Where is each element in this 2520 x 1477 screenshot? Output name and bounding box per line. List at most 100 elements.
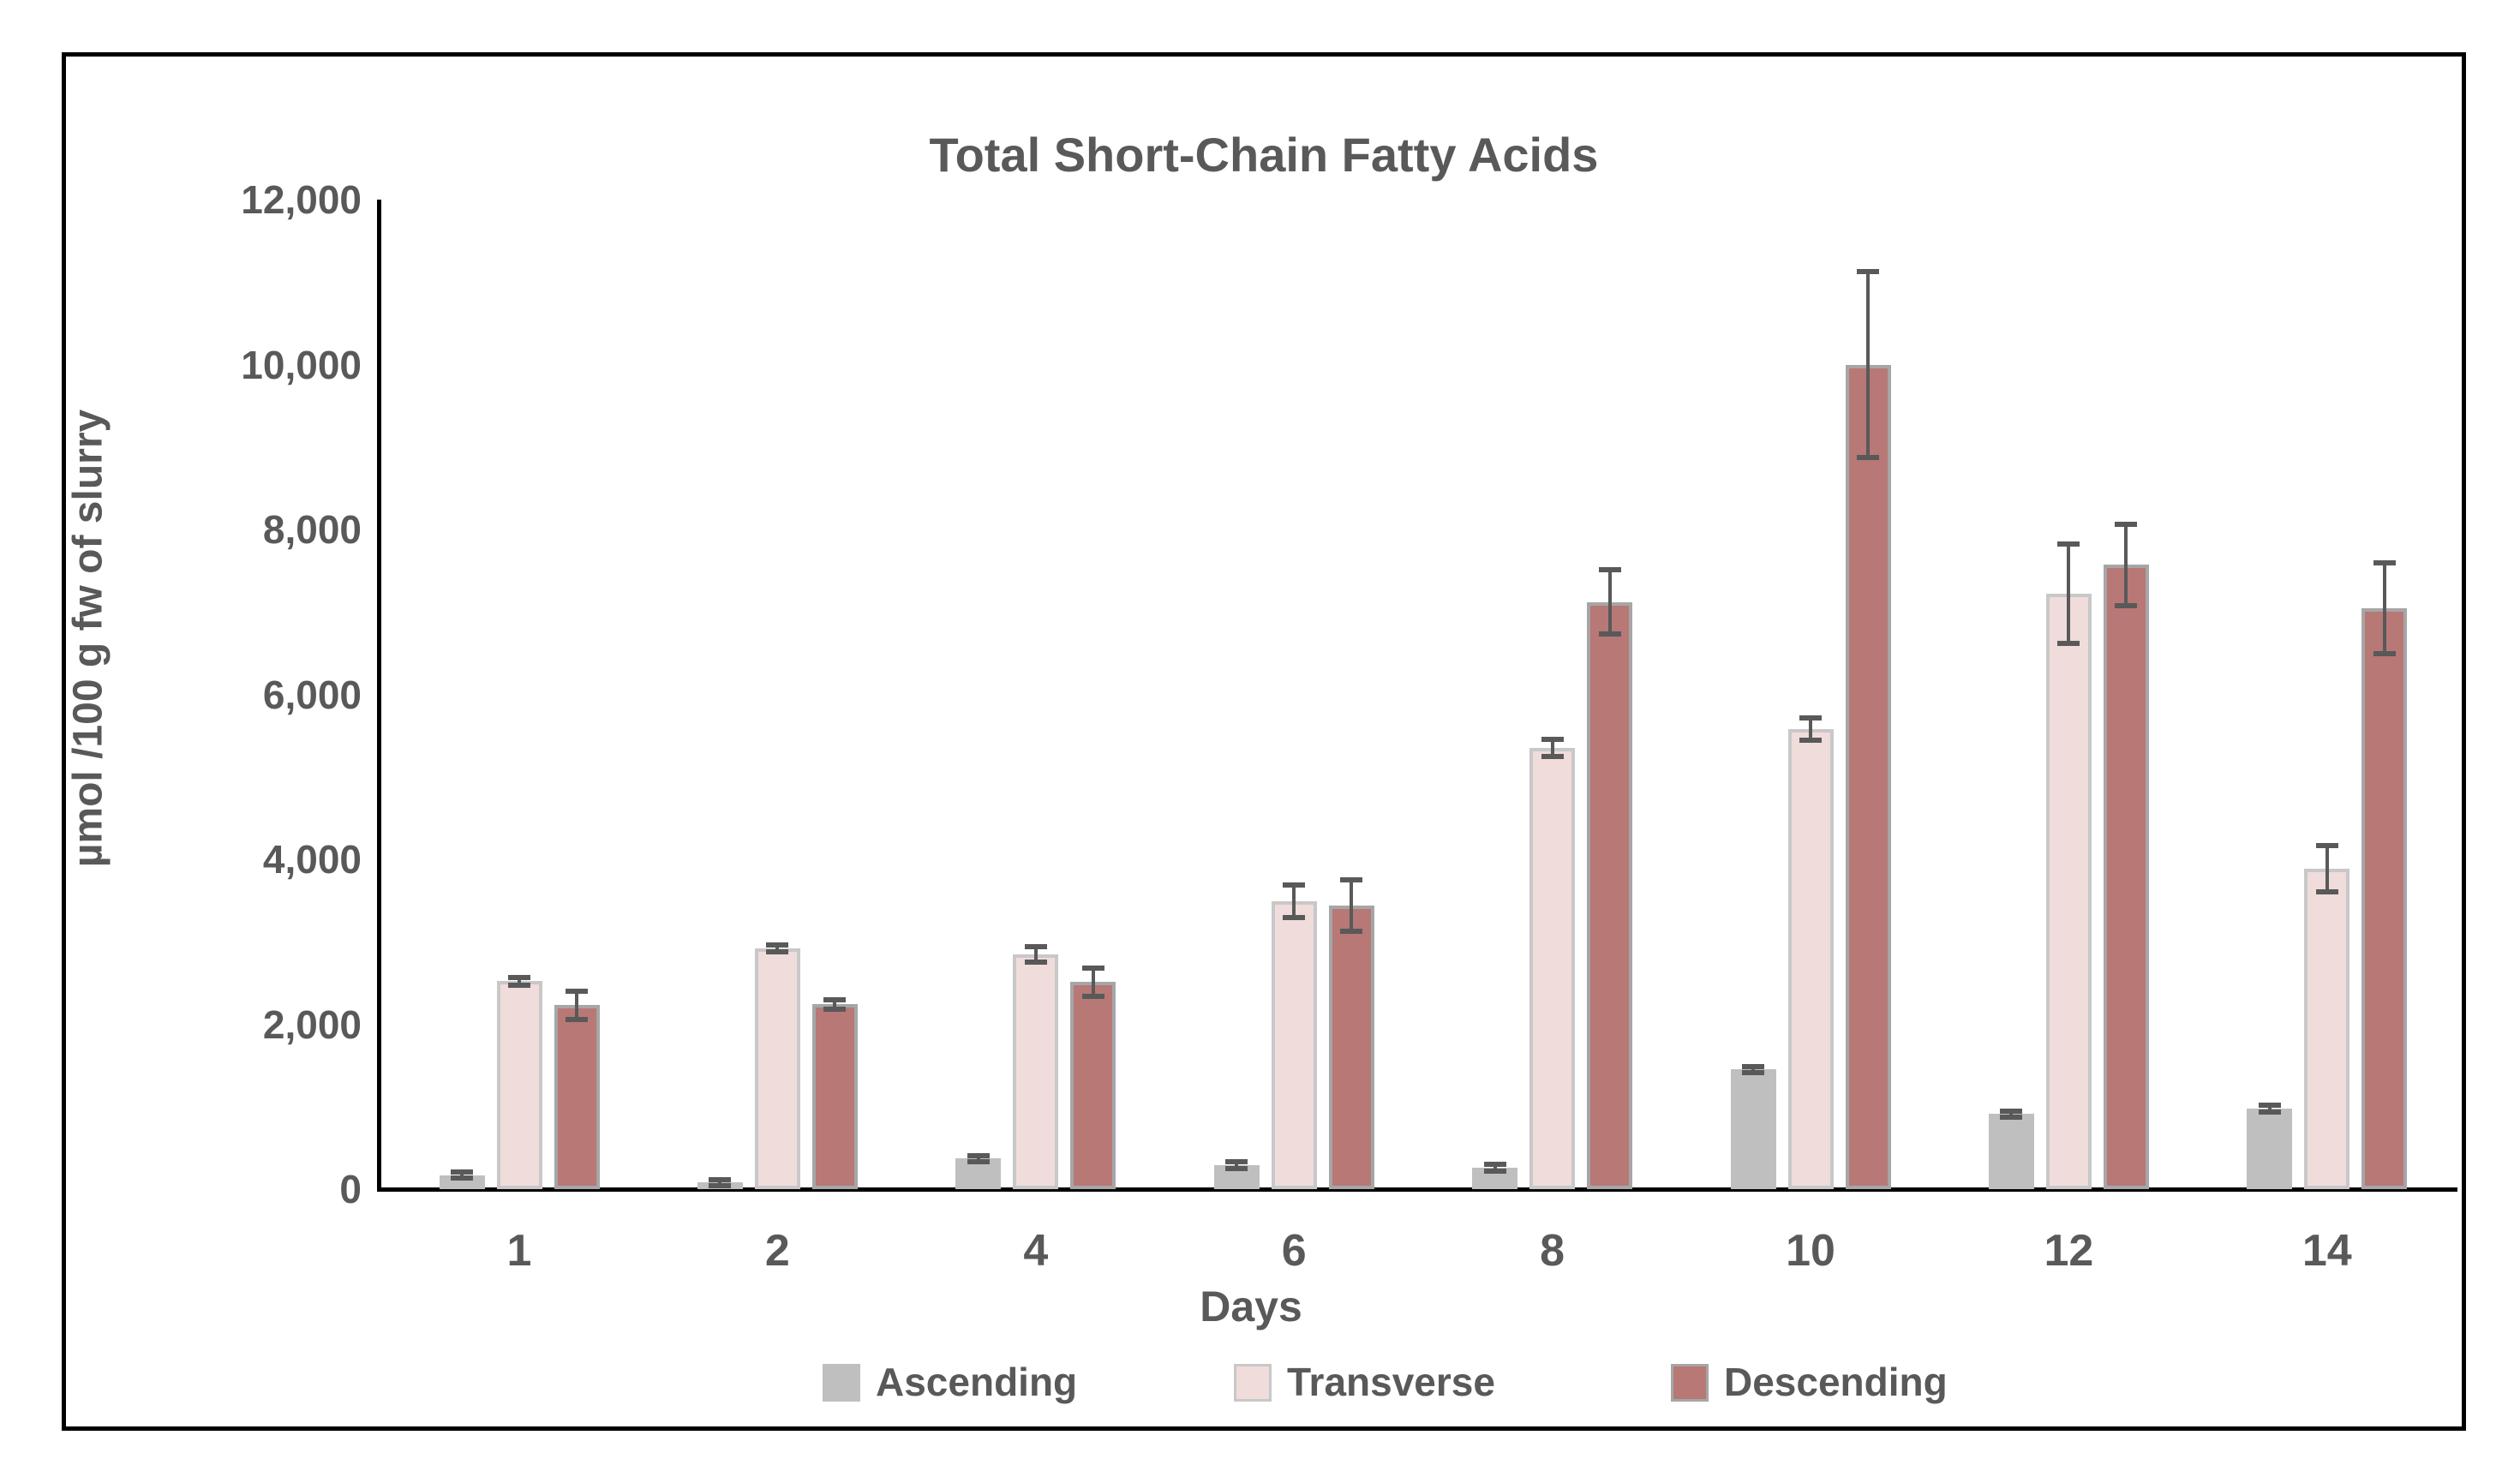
error-bar-stem-ascending-day-10 — [1751, 1066, 1755, 1073]
error-bar-cap-top-transverse-day-8 — [1541, 737, 1564, 743]
legend-swatch-ascending — [823, 1364, 860, 1402]
error-bar-stem-ascending-day-1 — [460, 1172, 464, 1178]
y-axis-tick-label-8000: 8,000 — [262, 507, 362, 552]
bar-ascending-day-1 — [439, 1175, 485, 1189]
error-bar-stem-transverse-day-6 — [1292, 884, 1296, 918]
error-bar-cap-bottom-descending-day-10 — [1857, 455, 1879, 461]
error-bar-cap-top-descending-day-10 — [1857, 268, 1879, 274]
error-bar-cap-top-ascending-day-6 — [1225, 1159, 1248, 1165]
error-bar-cap-top-descending-day-2 — [823, 996, 847, 1002]
error-bar-stem-ascending-day-14 — [2267, 1104, 2272, 1112]
bar-descending-day-4 — [1070, 982, 1116, 1189]
error-bar-cap-bottom-transverse-day-8 — [1541, 753, 1564, 759]
bar-transverse-day-8 — [1529, 748, 1576, 1189]
x-axis-title: Days — [1200, 1283, 1302, 1330]
error-bar-stem-descending-day-14 — [2382, 563, 2386, 655]
error-bar-cap-bottom-ascending-day-8 — [1483, 1168, 1506, 1174]
error-bar-cap-top-transverse-day-6 — [1283, 882, 1306, 888]
bar-transverse-day-2 — [754, 948, 800, 1189]
error-bar-cap-bottom-transverse-day-10 — [1799, 737, 1822, 743]
bar-transverse-day-10 — [1787, 728, 1834, 1189]
error-bar-cap-bottom-ascending-day-6 — [1225, 1165, 1248, 1171]
error-bar-cap-top-ascending-day-8 — [1483, 1162, 1506, 1168]
error-bar-cap-bottom-ascending-day-14 — [2258, 1109, 2281, 1115]
error-bar-cap-top-ascending-day-14 — [2258, 1102, 2281, 1108]
bar-transverse-day-12 — [2045, 594, 2092, 1189]
bar-transverse-day-1 — [496, 981, 542, 1189]
error-bar-cap-top-descending-day-4 — [1081, 965, 1104, 971]
x-axis-tick-label-day-10: 10 — [1786, 1226, 1835, 1276]
error-bar-cap-top-descending-day-6 — [1340, 877, 1363, 883]
error-bar-stem-descending-day-4 — [1091, 967, 1095, 997]
x-axis-tick-label-day-1: 1 — [506, 1226, 532, 1276]
bar-transverse-day-4 — [1013, 954, 1059, 1189]
error-bar-cap-top-ascending-day-12 — [2000, 1108, 2023, 1114]
legend-swatch-transverse — [1234, 1364, 1272, 1402]
x-axis-tick-label-day-4: 4 — [1023, 1226, 1049, 1276]
legend-label-ascending: Ascending — [876, 1360, 1078, 1404]
error-bar-cap-bottom-ascending-day-4 — [967, 1159, 990, 1165]
y-axis-tick-label-6000: 6,000 — [262, 672, 362, 717]
error-bar-stem-transverse-day-12 — [2067, 544, 2071, 643]
error-bar-cap-bottom-descending-day-4 — [1081, 994, 1104, 1000]
bar-descending-day-2 — [811, 1004, 858, 1189]
bar-descending-day-14 — [2361, 608, 2408, 1189]
x-axis-tick-label-day-14: 14 — [2302, 1226, 2352, 1276]
bar-descending-day-8 — [1587, 601, 1633, 1189]
error-bar-cap-bottom-descending-day-2 — [823, 1007, 847, 1013]
error-bar-cap-bottom-transverse-day-1 — [508, 983, 530, 989]
error-bar-cap-bottom-descending-day-12 — [2115, 602, 2138, 608]
x-axis-tick-label-day-2: 2 — [764, 1226, 790, 1276]
x-axis-line — [377, 1187, 2457, 1192]
legend-label-descending: Descending — [1724, 1360, 1948, 1404]
error-bar-cap-bottom-descending-day-14 — [2373, 651, 2396, 657]
error-bar-cap-bottom-descending-day-8 — [1598, 631, 1621, 637]
error-bar-cap-bottom-transverse-day-4 — [1024, 959, 1047, 965]
y-axis-tick-label-4000: 4,000 — [262, 837, 362, 882]
error-bar-cap-bottom-ascending-day-10 — [1742, 1070, 1764, 1076]
error-bar-cap-top-descending-day-12 — [2115, 522, 2138, 528]
y-axis-tick-label-12000: 12,000 — [241, 177, 362, 222]
error-bar-stem-descending-day-6 — [1350, 880, 1354, 931]
error-bar-cap-top-descending-day-14 — [2373, 560, 2396, 566]
error-bar-cap-bottom-transverse-day-2 — [766, 949, 789, 955]
error-bar-cap-bottom-transverse-day-12 — [2057, 640, 2080, 646]
error-bar-stem-transverse-day-14 — [2325, 845, 2329, 892]
error-bar-stem-transverse-day-2 — [775, 944, 780, 953]
error-bar-cap-top-transverse-day-10 — [1799, 715, 1822, 721]
error-bar-cap-bottom-transverse-day-14 — [2315, 888, 2338, 894]
error-bar-stem-ascending-day-6 — [1235, 1162, 1239, 1169]
bar-ascending-day-12 — [1988, 1114, 2034, 1189]
bar-descending-day-12 — [2103, 565, 2149, 1189]
y-axis-tick-label-2000: 2,000 — [262, 1002, 362, 1047]
error-bar-cap-bottom-ascending-day-2 — [709, 1182, 732, 1188]
error-bar-cap-top-transverse-day-14 — [2315, 842, 2338, 848]
error-bar-cap-bottom-transverse-day-6 — [1283, 915, 1306, 921]
chart-title: Total Short-Chain Fatty Acids — [929, 128, 1599, 182]
error-bar-cap-bottom-descending-day-1 — [566, 1016, 588, 1022]
error-bar-stem-transverse-day-10 — [1809, 717, 1812, 740]
x-axis-tick-label-day-6: 6 — [1281, 1226, 1307, 1276]
error-bar-cap-top-ascending-day-10 — [1742, 1063, 1764, 1069]
error-bar-cap-top-transverse-day-12 — [2057, 541, 2080, 547]
y-axis-line — [377, 200, 381, 1192]
y-axis-tick-label-0: 0 — [339, 1167, 362, 1211]
error-bar-cap-top-transverse-day-4 — [1024, 943, 1047, 949]
error-bar-stem-descending-day-10 — [1866, 271, 1870, 458]
error-bar-stem-ascending-day-12 — [2009, 1110, 2014, 1118]
x-axis-tick-label-day-8: 8 — [1540, 1226, 1565, 1276]
error-bar-stem-descending-day-1 — [575, 991, 578, 1020]
bar-descending-day-1 — [554, 1005, 600, 1189]
bar-ascending-day-14 — [2247, 1108, 2293, 1189]
legend-label-transverse: Transverse — [1287, 1360, 1495, 1404]
y-axis-title: µmol /100 g fw of slurry — [65, 409, 111, 868]
error-bar-cap-top-transverse-day-2 — [766, 942, 789, 948]
bar-ascending-day-10 — [1730, 1069, 1776, 1189]
error-bar-cap-bottom-descending-day-6 — [1340, 928, 1363, 934]
bar-descending-day-6 — [1328, 905, 1374, 1189]
error-bar-cap-top-descending-day-1 — [566, 989, 588, 994]
bar-descending-day-10 — [1845, 364, 1891, 1189]
error-bar-stem-transverse-day-8 — [1550, 739, 1554, 756]
error-bar-cap-top-ascending-day-4 — [967, 1152, 990, 1158]
error-bar-cap-top-ascending-day-2 — [709, 1176, 732, 1182]
